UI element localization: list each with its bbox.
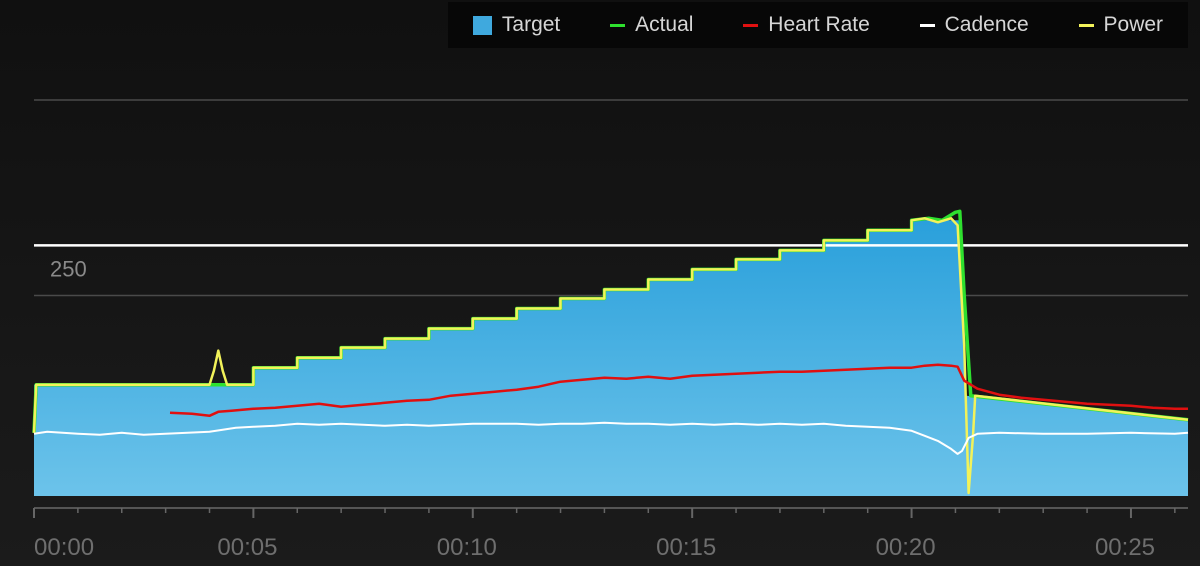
legend-swatch bbox=[919, 23, 935, 27]
heart-rate-line bbox=[169, 363, 1188, 418]
power-line bbox=[32, 217, 1189, 495]
legend-swatch bbox=[1078, 23, 1094, 27]
x-tick-label: 00:05 bbox=[217, 534, 277, 561]
cadence-line bbox=[33, 421, 1189, 455]
legend-label: Cadence bbox=[944, 13, 1029, 36]
x-tick-label: 00:25 bbox=[1095, 534, 1155, 561]
tick-labels: 250 00:00 00:05 00:10 00:15 00:20 00:25 bbox=[34, 256, 1155, 561]
x-axis bbox=[33, 507, 1188, 518]
legend-label: Power bbox=[1103, 13, 1164, 36]
y-tick-label: 250 bbox=[50, 256, 87, 281]
target-area bbox=[34, 220, 1188, 497]
legend-label: Heart Rate bbox=[768, 13, 870, 36]
x-tick-label: 00:00 bbox=[34, 534, 94, 561]
target-area-layer bbox=[34, 220, 1188, 497]
chart-legend: Target Actual Heart Rate Cadence Power bbox=[448, 2, 1188, 48]
legend-swatch bbox=[472, 15, 492, 35]
grid-lines bbox=[34, 99, 1188, 297]
legend-swatch bbox=[610, 23, 626, 27]
x-tick-label: 00:20 bbox=[876, 534, 936, 561]
legend-item-cadence[interactable]: Cadence bbox=[919, 13, 1029, 37]
legend-label: Actual bbox=[635, 13, 694, 36]
x-tick-label: 00:15 bbox=[656, 534, 716, 561]
legend-item-target[interactable]: Target bbox=[472, 13, 561, 37]
x-tick-label: 00:10 bbox=[437, 534, 497, 561]
legend-item-actual[interactable]: Actual bbox=[610, 13, 693, 37]
legend-item-heart-rate[interactable]: Heart Rate bbox=[743, 13, 870, 37]
legend-item-power[interactable]: Power bbox=[1078, 13, 1164, 37]
legend-swatch bbox=[743, 23, 759, 27]
series-lines-layer bbox=[32, 209, 1189, 495]
legend-label: Target bbox=[501, 13, 561, 36]
